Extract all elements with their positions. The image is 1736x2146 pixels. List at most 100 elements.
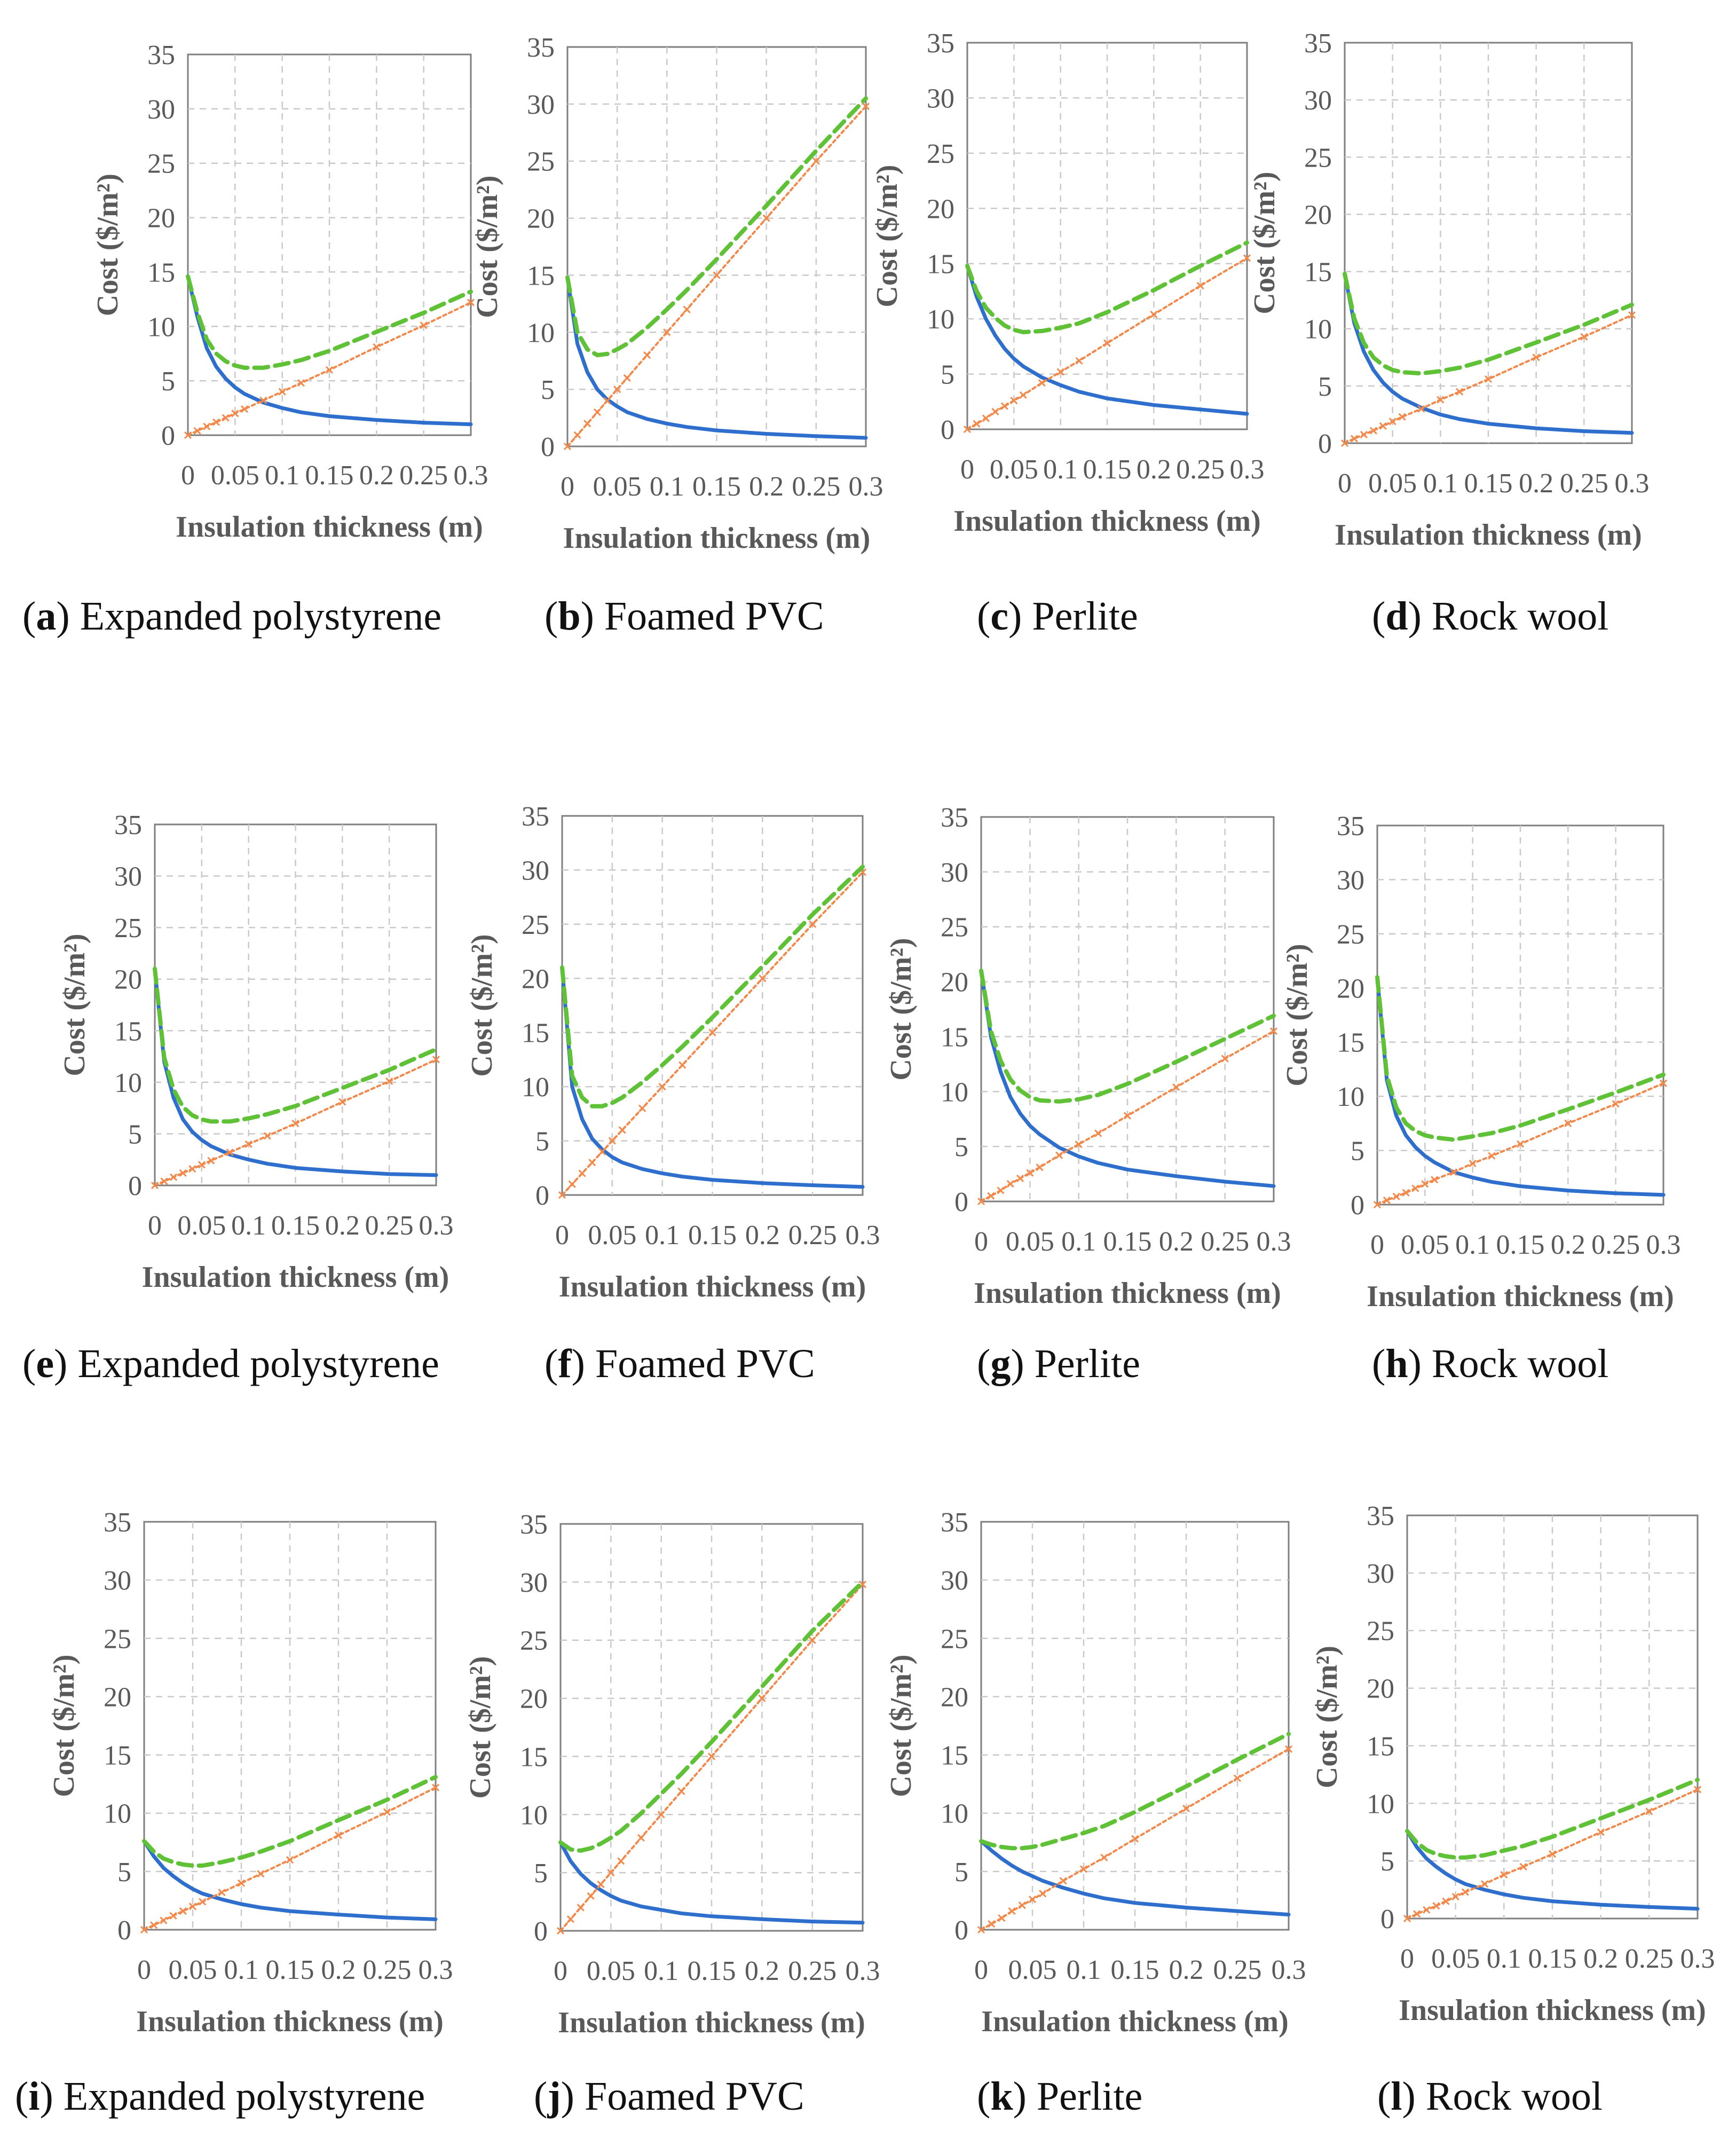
insulation-cost-marker <box>237 1879 246 1887</box>
y-tick-label: 30 <box>941 1566 968 1596</box>
y-tick-label: 5 <box>161 366 175 397</box>
y-tick-label: 15 <box>1367 1731 1394 1762</box>
energy-cost-line <box>565 276 868 440</box>
x-tick-label: 0.15 <box>305 460 354 491</box>
insulation-cost-marker <box>1456 388 1464 396</box>
x-tick-label: 0 <box>148 1210 162 1241</box>
insulation-cost-marker <box>286 1856 294 1864</box>
chart-panel-j: 0 0.05 0.1 0.15 0.2 0.25 0.3 0 5 10 15 20 25 30 35 Insu… <box>464 1510 880 2039</box>
insulation-cost-marker <box>1488 1152 1496 1160</box>
y-tick-label: 30 <box>104 1566 131 1596</box>
insulation-cost-marker <box>160 1177 168 1185</box>
caption-d-material: Rock wool <box>1431 594 1609 639</box>
x-tick-label: 0.05 <box>1008 1955 1057 1985</box>
insulation-cost-marker <box>1055 1151 1063 1159</box>
caption-d-letter: d <box>1385 594 1408 639</box>
total-cost-line <box>558 1579 865 1853</box>
insulation-cost-marker <box>1423 1906 1431 1914</box>
insulation-cost-marker <box>1461 1888 1469 1896</box>
insulation-cost-marker <box>1172 1083 1180 1091</box>
x-tick-label: 0.2 <box>359 460 394 491</box>
insulation-cost-marker <box>658 1083 666 1091</box>
insulation-cost-marker <box>188 1165 196 1173</box>
x-tick-label: 0.25 <box>1625 1944 1674 1974</box>
x-axis-title: Insulation thickness (m) <box>142 1261 449 1294</box>
insulation-cost-marker <box>708 1028 716 1036</box>
chart-panel-g: 0 0.05 0.1 0.15 0.2 0.25 0.3 0 5 10 15 20 25 30 35 Insu… <box>885 803 1291 1310</box>
insulation-cost-marker <box>226 1149 234 1157</box>
y-tick-label: 20 <box>941 968 968 998</box>
insulation-cost-marker <box>598 1147 606 1155</box>
insulation-cost-marker <box>1131 1835 1139 1843</box>
insulation-cost-marker <box>1026 1169 1034 1177</box>
caption-l: (l) Rock wool <box>1377 2074 1603 2119</box>
energy-cost-line <box>1405 1829 1700 1911</box>
caption-k-material: Perlite <box>1036 2074 1143 2119</box>
insulation-cost-marker <box>1123 1112 1132 1120</box>
x-tick-label: 0.1 <box>644 1956 678 1986</box>
y-tick-label: 35 <box>1367 1501 1394 1531</box>
y-tick-label: 10 <box>520 1800 548 1830</box>
y-tick-label: 30 <box>1337 865 1364 895</box>
insulation-cost-marker <box>963 425 972 434</box>
insulation-cost-marker <box>1182 1804 1190 1813</box>
chart-panel-d: 0 0.05 0.1 0.15 0.2 0.25 0.3 0 5 10 15 20 25 30 35 Insu… <box>1248 28 1650 552</box>
insulation-cost-marker <box>1233 1774 1242 1782</box>
y-axis-title: Cost ($/m²) <box>871 164 904 307</box>
y-tick-label: 5 <box>535 1127 549 1157</box>
x-tick-label: 0.05 <box>1006 1227 1054 1257</box>
x-axis-title: Insulation thickness (m) <box>1399 1994 1706 2027</box>
x-tick-label: 0.1 <box>224 1955 259 1985</box>
x-tick-label: 0.15 <box>1496 1230 1545 1260</box>
x-tick-label: 0 <box>1338 468 1352 499</box>
x-tick-label: 0.3 <box>1257 1227 1291 1257</box>
y-tick-label: 15 <box>520 1742 548 1772</box>
y-tick-label: 35 <box>114 810 142 840</box>
insulation-cost-marker <box>678 1061 686 1069</box>
y-tick-label: 5 <box>954 1132 968 1162</box>
caption-b-letter: b <box>558 594 581 639</box>
chart-panel-a: 0 0.05 0.1 0.15 0.2 0.25 0.3 0 5 10 15 20 25 30 35 Insu… <box>91 40 488 544</box>
insulation-cost-marker <box>1519 1862 1527 1870</box>
insulation-cost-marker <box>1532 353 1540 361</box>
total-cost-line <box>153 966 438 1124</box>
y-tick-label: 25 <box>522 910 549 940</box>
insulation-cost-marker <box>808 1636 816 1644</box>
x-tick-label: 0.05 <box>169 1955 217 1985</box>
insulation-cost-marker <box>1196 282 1204 290</box>
insulation-cost-marker <box>373 343 381 351</box>
insulation-cost-marker <box>563 442 572 451</box>
insulation-cost-marker <box>222 414 230 422</box>
insulation-cost-marker <box>578 1169 586 1177</box>
insulation-cost-marker <box>588 1159 596 1167</box>
x-tick-label: 0.25 <box>1201 1227 1249 1257</box>
y-tick-label: 15 <box>1304 257 1332 288</box>
x-tick-label: 0.1 <box>1455 1230 1490 1260</box>
insulation-cost-marker <box>1469 1159 1477 1167</box>
x-tick-label: 0.3 <box>1230 454 1265 485</box>
x-tick-label: 0 <box>555 1220 569 1251</box>
insulation-cost-marker <box>1028 1896 1037 1904</box>
y-tick-label: 0 <box>534 1916 548 1947</box>
insulation-cost-marker <box>212 418 220 426</box>
insulation-cost-marker <box>568 1180 576 1188</box>
x-tick-label: 0 <box>960 454 974 485</box>
y-tick-label: 5 <box>117 1857 131 1888</box>
y-tick-label: 20 <box>1304 200 1332 230</box>
insulation-cost-marker <box>259 396 267 404</box>
y-tick-label: 5 <box>128 1119 142 1150</box>
x-tick-label: 0.15 <box>692 471 741 502</box>
x-tick-label: 0.05 <box>990 454 1038 485</box>
insulation-cost-marker <box>862 103 870 111</box>
chart-panel-f: 0 0.05 0.1 0.15 0.2 0.25 0.3 0 5 10 15 20 25 30 35 Insu… <box>465 801 880 1303</box>
insulation-cost-marker <box>420 321 428 329</box>
total-cost-line <box>979 969 1276 1104</box>
insulation-cost-marker <box>1360 430 1368 438</box>
insulation-cost-marker <box>199 1898 207 1906</box>
insulation-cost-marker <box>160 1916 168 1924</box>
x-axis-title: Insulation thickness (m) <box>136 2005 444 2038</box>
y-tick-label: 0 <box>954 1187 968 1217</box>
insulation-cost-marker <box>608 1137 616 1145</box>
caption-a-letter: a <box>36 594 57 639</box>
insulation-cost-marker <box>179 1907 187 1915</box>
